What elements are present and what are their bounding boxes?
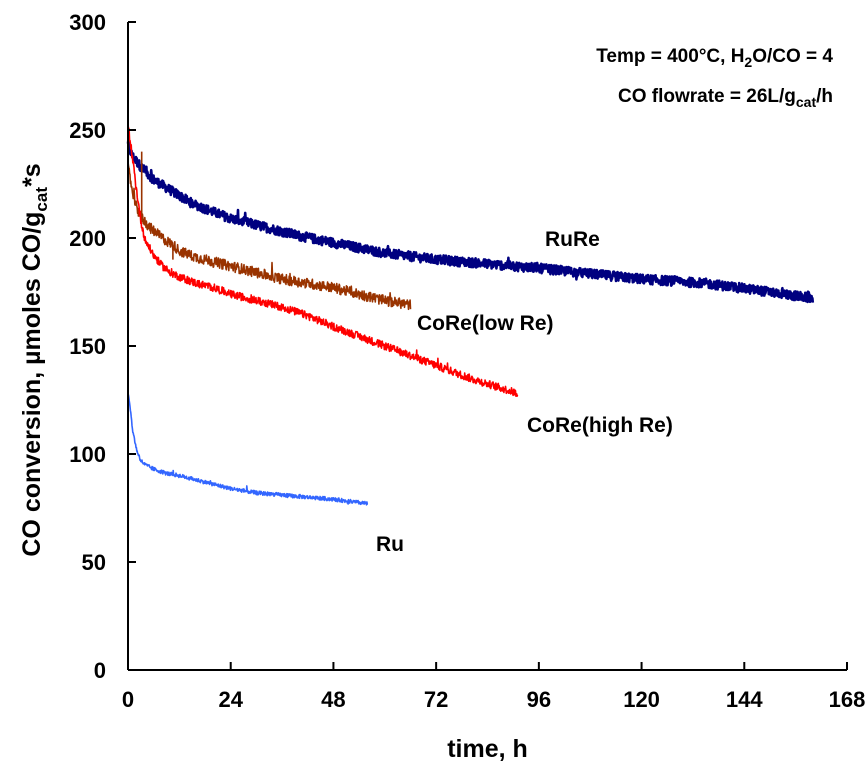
- x-tick-label: 72: [424, 687, 448, 712]
- axes-layer: 0 24 48 72 96 120 144 168 0 50 100 150 200 250 300: [69, 10, 865, 712]
- series-line-ru: [127, 394, 369, 506]
- x-tick-label: 168: [829, 687, 866, 712]
- x-tick-label: 96: [527, 687, 551, 712]
- x-tick-label: 144: [726, 687, 763, 712]
- y-axis-title: CO conversion, µmoles CO/gcat*s: [18, 163, 51, 556]
- series-line-core-high-re-: [127, 122, 519, 397]
- y-tick-label: 0: [94, 658, 106, 683]
- x-tick-label: 24: [218, 687, 243, 712]
- series-line-rure: [126, 138, 815, 304]
- series-label: Ru: [376, 533, 404, 556]
- condition-annotation: Temp = 400°C, H2O/CO = 4: [596, 46, 833, 70]
- y-tick-label: 300: [69, 10, 106, 35]
- series-label: CoRe(high Re): [527, 414, 673, 437]
- x-tick-label: 0: [122, 687, 134, 712]
- x-tick-label: 48: [321, 687, 345, 712]
- y-tick-label: 250: [69, 118, 106, 143]
- series-layer: [126, 122, 815, 506]
- y-tick-label: 200: [69, 226, 106, 251]
- x-axis-title: time, h: [447, 735, 528, 763]
- y-tick-label: 50: [82, 550, 106, 575]
- y-tick-label: 100: [69, 442, 106, 467]
- series-label: RuRe: [545, 228, 600, 251]
- series-line-core-low-re-: [127, 151, 412, 311]
- x-tick-label: 120: [623, 687, 660, 712]
- y-tick-label: 150: [69, 334, 106, 359]
- condition-annotation: CO flowrate = 26L/gcat/h: [618, 86, 833, 110]
- series-label: CoRe(low Re): [417, 312, 554, 335]
- labels-layer: time, h CO conversion, µmoles CO/gcat*s Te…: [18, 46, 833, 763]
